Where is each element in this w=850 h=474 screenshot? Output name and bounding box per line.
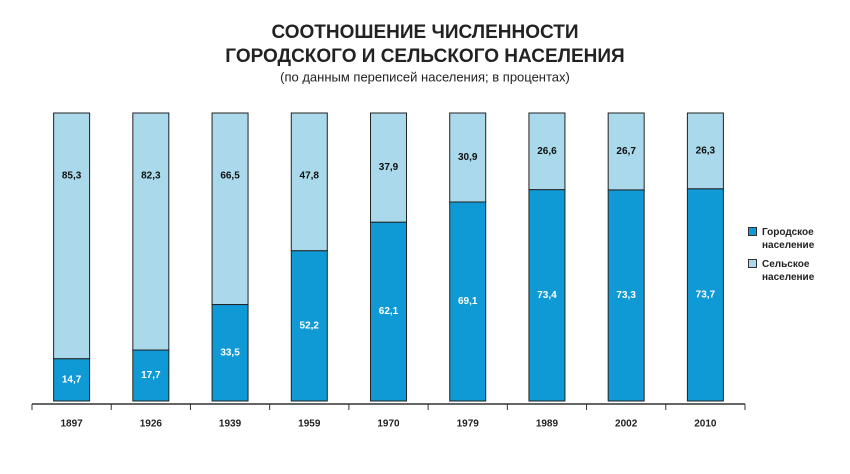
value-label: 73,4 <box>537 290 557 301</box>
bar-segment <box>686 112 724 190</box>
value-label: 69,1 <box>458 296 478 307</box>
legend-swatch <box>748 227 757 236</box>
bar-segment <box>370 112 407 223</box>
value-label: 26,3 <box>696 146 716 157</box>
value-label: 47,8 <box>300 171 320 182</box>
bar-segment <box>290 112 328 252</box>
bar-segment <box>449 201 487 402</box>
value-label: 33,5 <box>220 347 240 358</box>
value-label: 37,9 <box>379 162 399 173</box>
legend-item: Сельское население <box>748 258 828 284</box>
bar-segment <box>370 221 407 402</box>
x-tick-label: 1959 <box>298 419 321 430</box>
bar-segment <box>528 112 566 191</box>
x-tick-label: 1989 <box>536 419 559 430</box>
x-tick-label: 1970 <box>377 419 400 430</box>
value-label: 82,3 <box>141 171 161 182</box>
legend-label: Городское население <box>762 227 815 251</box>
x-tick-label: 1939 <box>219 419 242 430</box>
legend-item: Городское население <box>748 226 828 252</box>
value-label: 26,6 <box>537 146 557 157</box>
bar-segment <box>53 112 91 360</box>
x-tick-label: 1897 <box>60 419 83 430</box>
bar-segment <box>607 112 645 191</box>
legend-swatch <box>748 259 757 268</box>
value-label: 73,7 <box>696 290 716 301</box>
x-tick-label: 2010 <box>694 419 717 430</box>
value-label: 62,1 <box>379 306 399 317</box>
bar-segment <box>53 358 91 402</box>
chart-title: ГОРОДСКОГО И СЕЛЬСКОГО НАСЕЛЕНИЯ <box>225 46 624 67</box>
bar-segment <box>686 188 724 402</box>
bar-segment <box>132 112 170 351</box>
bar-segment <box>449 112 487 203</box>
value-label: 85,3 <box>62 171 82 182</box>
value-label: 73,3 <box>616 290 636 301</box>
value-label: 52,2 <box>300 320 320 331</box>
legend-label: Сельское население <box>762 259 815 283</box>
value-label: 30,9 <box>458 152 478 163</box>
value-label: 17,7 <box>141 370 161 381</box>
x-tick-label: 2002 <box>615 419 638 430</box>
x-tick-label: 1979 <box>457 419 480 430</box>
chart-subtitle: (по данным переписей населения; в процен… <box>280 69 570 84</box>
value-label: 14,7 <box>62 374 82 385</box>
value-label: 26,7 <box>616 146 636 157</box>
bar-segment <box>211 112 249 306</box>
value-label: 66,5 <box>220 171 240 182</box>
bar-segment <box>528 189 566 402</box>
chart-title: СООТНОШЕНИЕ ЧИСЛЕННОСТИ <box>272 22 579 43</box>
x-tick-label: 1926 <box>140 419 163 430</box>
